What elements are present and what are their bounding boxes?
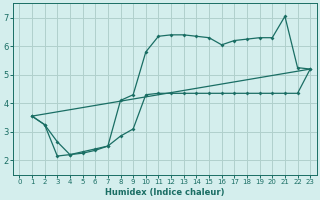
- X-axis label: Humidex (Indice chaleur): Humidex (Indice chaleur): [105, 188, 225, 197]
